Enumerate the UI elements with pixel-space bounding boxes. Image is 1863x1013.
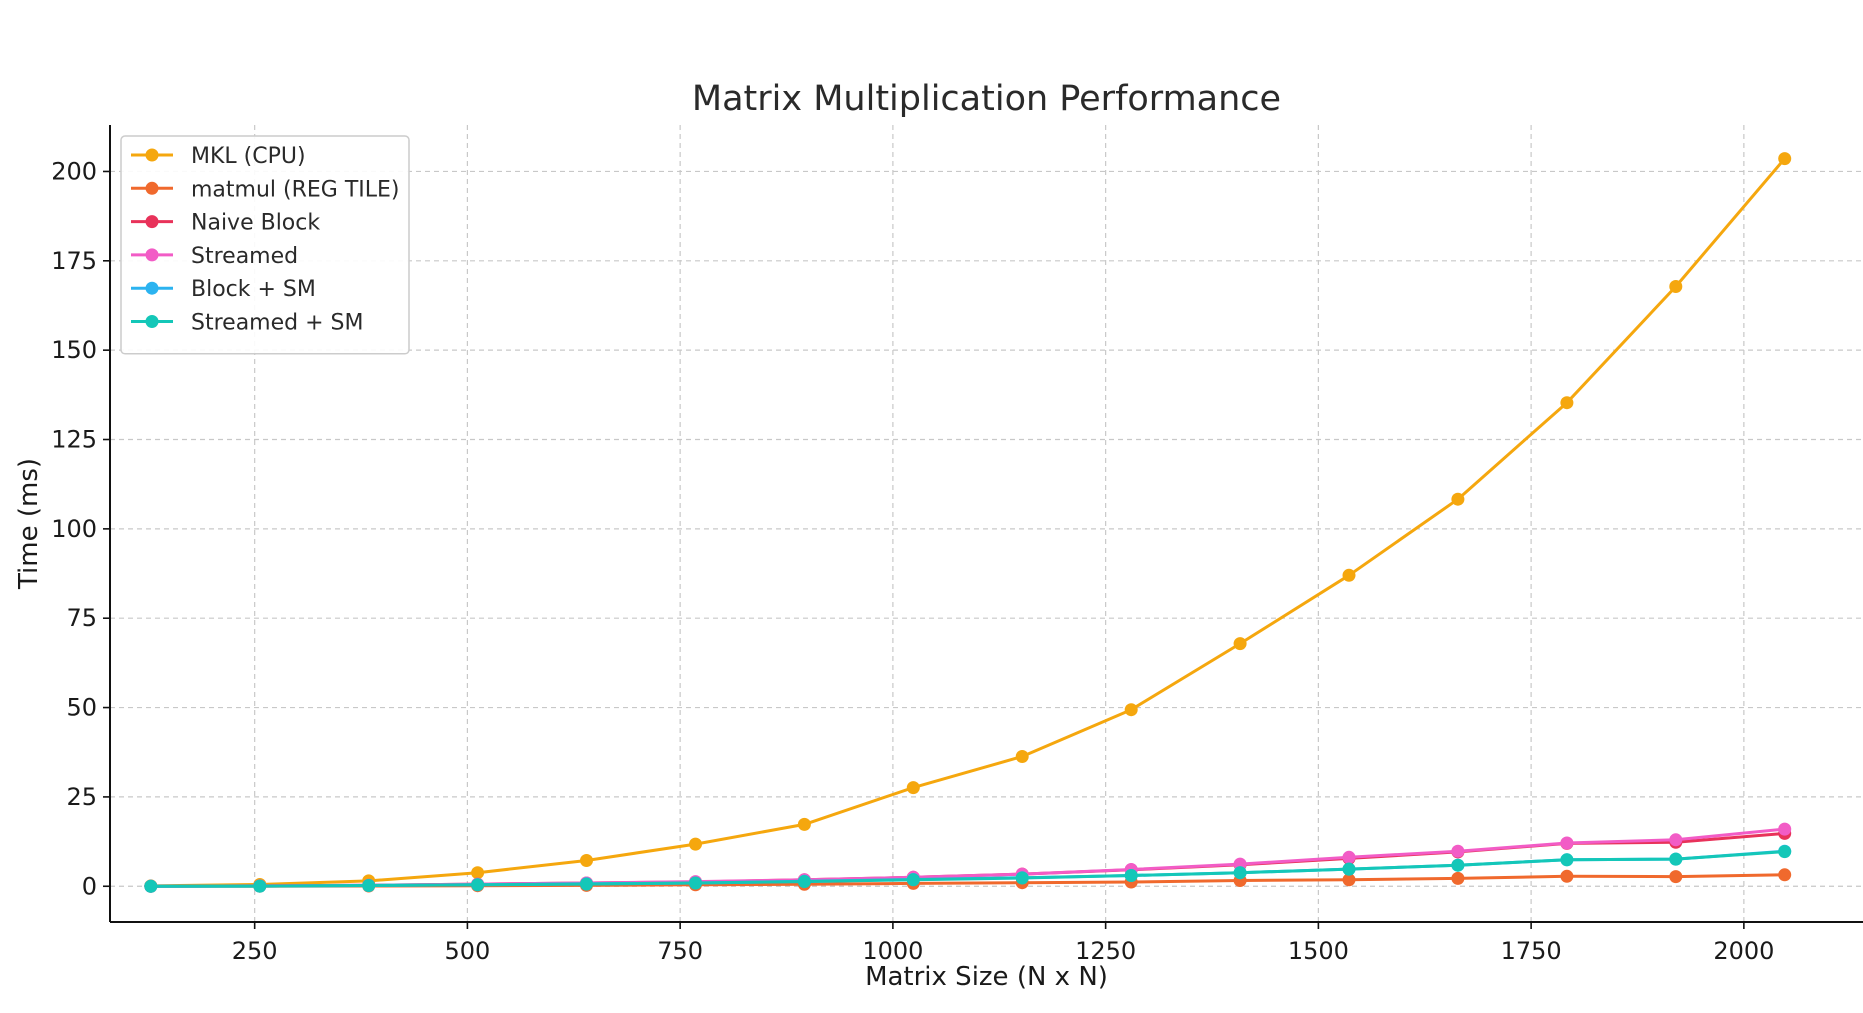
series-lines [144, 152, 1792, 893]
data-point [471, 866, 485, 880]
data-point [362, 879, 376, 892]
data-point [1124, 869, 1138, 882]
x-tick-label: 2000 [1713, 937, 1774, 965]
data-point [1451, 492, 1465, 506]
data-point [1342, 850, 1356, 864]
data-point [1778, 845, 1792, 859]
data-point [1560, 836, 1574, 850]
data-point [1560, 853, 1574, 867]
data-point [253, 879, 267, 893]
data-point [1451, 858, 1465, 872]
legend-marker [145, 248, 159, 262]
series-line [149, 849, 1787, 888]
chart-title: Matrix Multiplication Performance [692, 79, 1281, 119]
data-point [1342, 568, 1356, 582]
x-tick-label: 1000 [862, 937, 923, 965]
series-5 [144, 845, 1792, 893]
y-tick-label: 100 [51, 515, 97, 543]
data-point [689, 837, 702, 851]
legend-item: MKL (CPU) [131, 144, 306, 169]
data-point [1124, 703, 1138, 717]
y-axis-label: Time (ms) [14, 458, 44, 590]
data-point [1342, 862, 1356, 876]
x-tick-label: 1500 [1288, 937, 1349, 965]
x-tick-label: 250 [232, 937, 278, 965]
legend-marker [145, 315, 159, 328]
legend-marker [145, 148, 159, 162]
data-point [1669, 833, 1683, 847]
legend-marker [145, 281, 159, 295]
y-tick-label: 150 [51, 336, 97, 364]
axes [103, 125, 1863, 929]
tick-labels: 250 500 750 1000 1250 1500 1750 2000 0 25 50 75 100 1… [51, 157, 1774, 965]
legend-item: Streamed + SM [131, 311, 363, 336]
legend-box [120, 135, 410, 355]
data-point [1669, 852, 1683, 866]
y-tick-label: 75 [66, 604, 97, 632]
legend-label: MKL (CPU) [191, 144, 306, 169]
data-point [1560, 869, 1574, 883]
legend-marker [145, 215, 159, 229]
data-point [906, 781, 920, 795]
data-point [1233, 866, 1247, 880]
legend-label: Streamed + SM [191, 311, 363, 336]
legend-label: Naive Block [191, 211, 320, 236]
data-point [580, 854, 593, 867]
legend-marker [145, 181, 159, 195]
data-point [580, 877, 593, 891]
legend-item: Streamed [131, 244, 298, 269]
data-point [1560, 396, 1574, 410]
legend: MKL (CPU) matmul (REG TILE) Naive Block Str… [120, 135, 410, 355]
y-tick-label: 125 [51, 426, 97, 454]
data-point [1451, 844, 1465, 858]
series-line [149, 157, 1787, 888]
data-point [797, 875, 811, 889]
data-point [144, 879, 158, 893]
y-tick-label: 200 [51, 157, 97, 185]
legend-label: Streamed [191, 244, 298, 269]
x-tick-label: 500 [445, 937, 491, 965]
x-axis-label: Matrix Size (N x N) [865, 962, 1108, 992]
data-point [1015, 750, 1029, 763]
y-tick-label: 175 [51, 247, 97, 275]
data-point [1778, 868, 1792, 882]
y-tick-label: 25 [66, 783, 97, 811]
y-tick-label: 0 [82, 872, 97, 900]
x-tick-label: 1250 [1075, 937, 1136, 965]
data-point [1778, 152, 1792, 166]
legend-label: Block + SM [191, 277, 316, 302]
data-point [689, 876, 702, 890]
data-point [906, 873, 920, 887]
data-point [1233, 637, 1247, 651]
data-point [1451, 871, 1465, 885]
x-tick-label: 750 [657, 937, 703, 965]
data-point [1015, 871, 1029, 885]
x-tick-label: 1750 [1501, 937, 1562, 965]
data-point [471, 878, 485, 892]
data-point [1342, 873, 1356, 887]
legend-item: Naive Block [131, 211, 320, 236]
legend-item: Block + SM [131, 277, 316, 302]
data-point [1778, 822, 1792, 836]
y-tick-label: 50 [66, 694, 97, 722]
data-point [797, 817, 811, 831]
legend-item: matmul (REG TILE) [131, 177, 400, 202]
legend-label: matmul (REG TILE) [191, 177, 400, 202]
data-point [1669, 870, 1683, 884]
data-point [1669, 280, 1683, 293]
series-line [149, 850, 1787, 888]
